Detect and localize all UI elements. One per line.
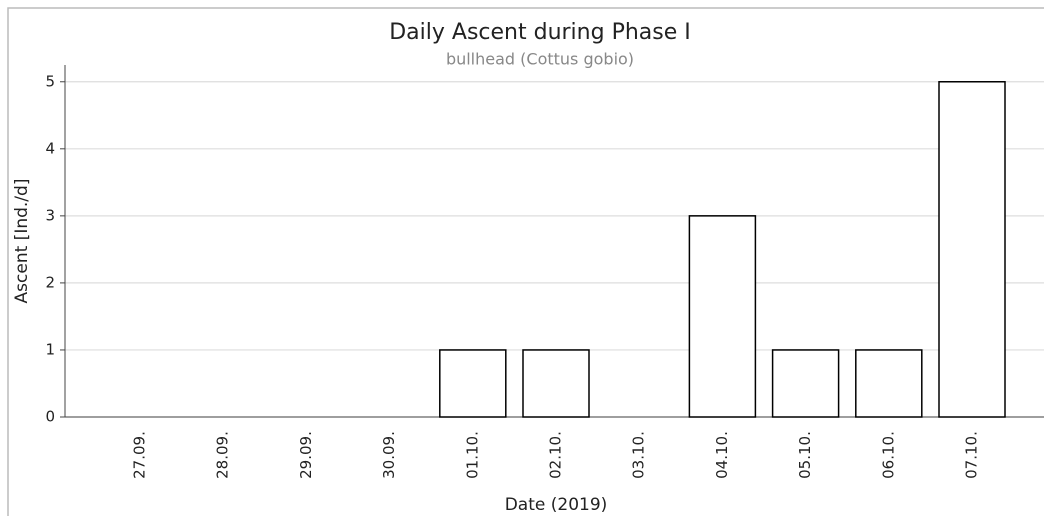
x-tick-label: 27.09. [131, 431, 149, 479]
y-tick-label: 3 [45, 206, 55, 224]
x-tick-label: 01.10. [463, 431, 481, 479]
x-tick-label: 28.09. [214, 431, 232, 479]
y-tick-label: 4 [45, 139, 55, 157]
chart-title: Daily Ascent during Phase I [389, 20, 691, 45]
bar [938, 81, 1006, 418]
x-tick-label: 06.10. [879, 431, 897, 479]
chart-subtitle: bullhead (Cottus gobio) [446, 50, 634, 69]
x-axis-label: Date (2019) [505, 495, 608, 515]
bar [439, 349, 507, 418]
bar [522, 349, 590, 418]
y-axis-label: Ascent [Ind./d] [12, 179, 32, 304]
x-tick-label: 04.10. [713, 431, 731, 479]
x-tick-label: 30.09. [380, 431, 398, 479]
bar [771, 349, 840, 418]
y-tick-label: 2 [45, 273, 55, 291]
x-tick-label: 03.10. [630, 431, 648, 479]
bar [688, 215, 757, 418]
x-tick-label: 07.10. [963, 431, 981, 479]
bar [855, 349, 923, 418]
y-tick-label: 0 [45, 408, 55, 426]
frame [7, 7, 1044, 516]
y-tick-label: 5 [45, 72, 55, 90]
y-tick-label: 1 [45, 340, 55, 358]
x-tick-label: 05.10. [796, 431, 814, 479]
x-tick-label: 29.09. [297, 431, 315, 479]
x-tick-label: 02.10. [547, 431, 565, 479]
